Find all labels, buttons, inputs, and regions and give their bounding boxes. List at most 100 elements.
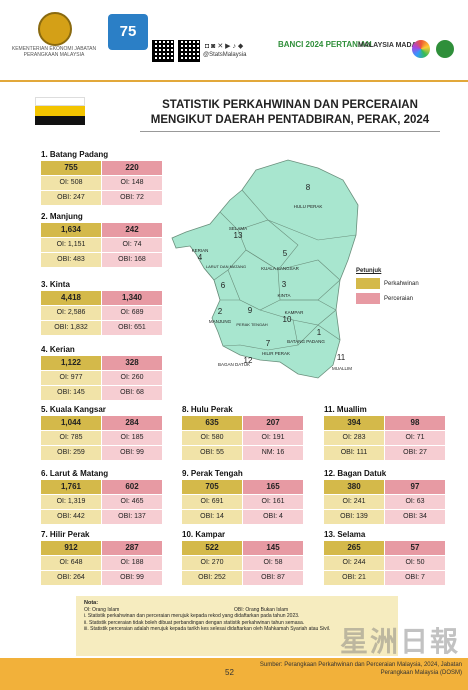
map-legend: Petunjuk Perkahwinan Perceraian <box>356 268 448 308</box>
map-label-num: 2 <box>218 307 223 316</box>
legend-item-divorce: Perceraian <box>356 293 448 304</box>
title-line-2: MENGIKUT DAERAH PENTADBIRAN, PERAK, 2024 <box>150 114 430 126</box>
district-title: 1. Batang Padang <box>41 150 109 159</box>
marriage-oi: OI: 648 <box>41 556 101 570</box>
marriage-total: 755 <box>41 161 101 175</box>
district-title: 10. Kampar <box>182 530 226 539</box>
marriage-total: 635 <box>182 416 242 430</box>
district-title: 11. Muallim <box>324 405 367 414</box>
district-title: 3. Kinta <box>41 280 70 289</box>
social-icons: ◘ ◙ ✕ ▶ ♪ ◆ <box>205 43 244 50</box>
divorce-obi: OBI: 651 <box>102 321 162 335</box>
marriage-obi: OBI: 14 <box>182 510 242 524</box>
banci-logo: BANCI 2024 PERTANIAN <box>278 40 372 49</box>
district-table: 1. Batang Padang 755 220 OI: 508 OI: 148 OBI:… <box>41 150 162 205</box>
map-label-name: HILIR PERAK <box>262 351 290 356</box>
divorce-obi: OBI: 87 <box>243 571 303 585</box>
divorce-oi: OI: 191 <box>243 431 303 445</box>
marriage-total: 705 <box>182 480 242 494</box>
marriage-oi: OI: 580 <box>182 431 242 445</box>
marriage-oi: OI: 977 <box>41 371 101 385</box>
divorce-total: 57 <box>385 541 445 555</box>
legend-swatch <box>356 278 380 289</box>
title-divider <box>140 131 440 132</box>
perak-flag <box>35 97 85 125</box>
notes-obi: OBI: Orang Bukan Islam <box>234 606 289 613</box>
divorce-total: 165 <box>243 480 303 494</box>
divorce-total: 284 <box>102 416 162 430</box>
marriage-obi: OBI: 247 <box>41 191 101 205</box>
map-label-num: 12 <box>244 356 253 365</box>
map-label-name: LARUT DAN MATANG <box>206 264 246 269</box>
marriage-total: 1,634 <box>41 223 101 237</box>
map-label-name: SELAMA <box>229 226 247 231</box>
map-label-name: PERAK TENGAH <box>236 322 267 327</box>
marriage-oi: OI: 691 <box>182 495 242 509</box>
page-number: 52 <box>225 668 234 677</box>
divorce-obi: OBI: 99 <box>102 446 162 460</box>
divorce-total: 207 <box>243 416 303 430</box>
divorce-obi: NM: 16 <box>243 446 303 460</box>
map-label-name: MANJUNG <box>209 319 232 324</box>
marriage-obi: OBI: 252 <box>182 571 242 585</box>
marriage-oi: OI: 785 <box>41 431 101 445</box>
divorce-oi: OI: 689 <box>102 306 162 320</box>
divorce-oi: OI: 188 <box>102 556 162 570</box>
marriage-total: 522 <box>182 541 242 555</box>
notes-box: Nota: OI: Orang Islam OBI: Orang Bukan I… <box>76 596 398 656</box>
district-table: 10. Kampar 522 145 OI: 270 OI: 58 OBI: 252 OBI… <box>182 530 303 585</box>
marriage-obi: OBI: 139 <box>324 510 384 524</box>
district-table: 7. Hilir Perak 912 287 OI: 648 OI: 188 OBI: 2… <box>41 530 162 585</box>
map-label-name: KINTA <box>278 293 291 298</box>
map-label-num: 8 <box>306 183 311 192</box>
map-label-num: 9 <box>248 306 253 315</box>
district-title: 9. Perak Tengah <box>182 469 243 478</box>
divorce-obi: OBI: 7 <box>385 571 445 585</box>
legend-swatch <box>356 293 380 304</box>
marriage-obi: OBI: 483 <box>41 253 101 267</box>
district-title: 13. Selama <box>324 530 366 539</box>
marriage-total: 380 <box>324 480 384 494</box>
divorce-total: 287 <box>102 541 162 555</box>
marriage-oi: OI: 270 <box>182 556 242 570</box>
marriage-obi: OBI: 442 <box>41 510 101 524</box>
dosm-logo: 75 <box>108 14 148 50</box>
map-label-name: HULU PERAK <box>294 204 323 209</box>
divorce-oi: OI: 58 <box>243 556 303 570</box>
legend-label: Perceraian <box>384 295 414 302</box>
district-table: 11. Muallim 394 98 OI: 283 OI: 71 OBI: 111 OBI… <box>324 405 445 460</box>
district-title: 5. Kuala Kangsar <box>41 405 106 414</box>
divorce-total: 97 <box>385 480 445 494</box>
marriage-oi: OI: 1,319 <box>41 495 101 509</box>
divorce-oi: OI: 185 <box>102 431 162 445</box>
district-table: 5. Kuala Kangsar 1,044 284 OI: 785 OI: 185 OB… <box>41 405 162 460</box>
marriage-oi: OI: 283 <box>324 431 384 445</box>
qr-code-icon <box>152 40 174 62</box>
district-table: 12. Bagan Datuk 380 97 OI: 241 OI: 63 OBI: 13… <box>324 469 445 524</box>
district-title: 12. Bagan Datuk <box>324 469 387 478</box>
district-title: 8. Hulu Perak <box>182 405 233 414</box>
marriage-total: 1,761 <box>41 480 101 494</box>
marriage-obi: OBI: 55 <box>182 446 242 460</box>
marriage-oi: OI: 1,151 <box>41 238 101 252</box>
notes-item: i. Statistik perkahwinan dan perceraian … <box>84 613 300 619</box>
malaysia-crest-icon <box>38 12 72 46</box>
map-label-name: KAMPAR <box>285 310 304 315</box>
divorce-oi: OI: 161 <box>243 495 303 509</box>
map-label-name: BAGAN DATUK <box>218 362 250 367</box>
page-title: STATISTIK PERKAHWINAN DAN PERCERAIAN MEN… <box>140 98 440 128</box>
title-line-1: STATISTIK PERKAHWINAN DAN PERCERAIAN <box>162 99 418 111</box>
divorce-oi: OI: 260 <box>102 371 162 385</box>
divorce-oi: OI: 50 <box>385 556 445 570</box>
marriage-oi: OI: 2,586 <box>41 306 101 320</box>
perak-map: 8 HULU PERAK 13 SELAMA 4 KERIAN 5 KUALA … <box>171 159 359 379</box>
map-label-name: KUALA KANGSAR <box>261 266 300 271</box>
footer-bar <box>0 658 468 690</box>
marriage-total: 912 <box>41 541 101 555</box>
marriage-total: 265 <box>324 541 384 555</box>
divorce-total: 1,340 <box>102 291 162 305</box>
divorce-obi: OBI: 68 <box>102 386 162 400</box>
sdg-wheel-icon <box>412 40 430 58</box>
divorce-oi: OI: 71 <box>385 431 445 445</box>
district-title: 6. Larut & Matang <box>41 469 109 478</box>
